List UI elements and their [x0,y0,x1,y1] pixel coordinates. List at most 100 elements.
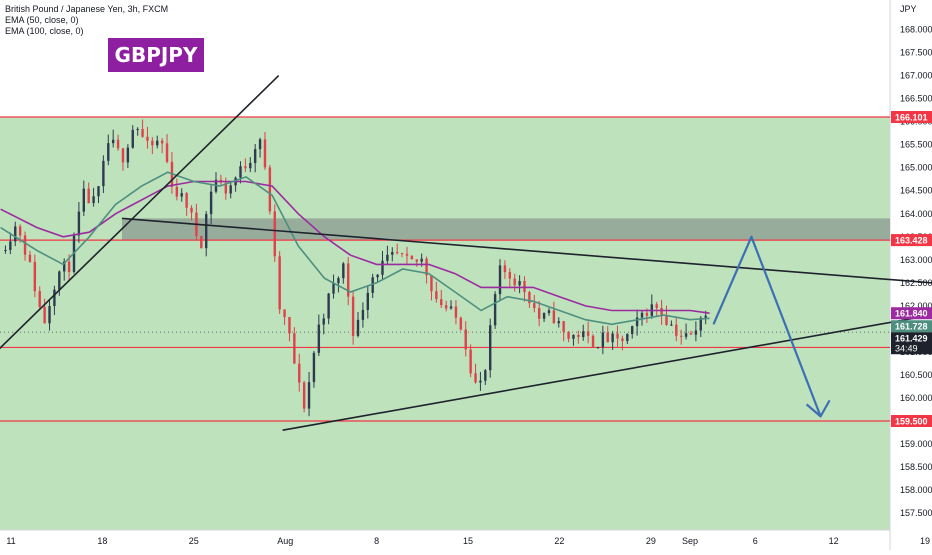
ema100-legend-label: EMA (100, close, 0) [5,26,84,36]
candle-body [356,319,360,336]
candle-body [185,193,188,208]
y-tick-label: 165.500 [900,140,932,150]
candle-body [307,382,311,409]
y-tick-label: 157.500 [900,508,932,518]
candle-body [435,291,438,300]
candle-body [493,294,497,326]
candle-body [675,324,678,336]
candle-body [209,191,213,215]
candle-body [288,317,291,334]
candle [77,202,81,243]
candle [689,330,693,335]
candle-body [190,207,193,213]
x-tick-label: 6 [753,536,758,546]
candle [381,250,384,281]
x-tick-label: 11 [6,536,15,546]
candle-body [131,129,134,148]
candle [268,165,272,215]
candle-body [582,331,585,338]
candle-body [523,281,526,293]
candle [425,256,428,284]
x-tick-label: 25 [189,536,199,546]
candle-body [33,261,37,292]
candle [53,285,56,316]
candle-body [469,349,472,374]
candle [160,138,164,154]
candle-body [479,380,482,383]
y-tick-label: 167.500 [900,48,932,58]
candle-body [239,166,242,178]
candle [337,276,340,293]
candle [58,270,61,296]
candle-body [400,253,404,255]
candle [141,119,144,138]
candle [386,245,389,265]
candle [508,268,512,287]
candle-body [165,143,169,162]
candle [23,231,27,261]
candle [165,134,169,164]
candle-body [200,235,203,249]
candle [366,285,370,319]
candle-body [278,256,281,310]
candle-body [312,352,316,383]
candle-body [572,334,575,339]
level-price-tag [891,415,932,427]
candle-body [391,251,394,255]
candle-body [454,306,458,318]
candle [190,205,193,221]
x-tick-label: 29 [646,536,656,546]
candle [498,259,502,300]
candle-body [229,185,232,194]
candle-body [503,265,507,273]
candle-body [552,310,556,324]
candle [278,251,281,314]
candle-body [63,261,66,272]
candle-body [464,329,467,350]
symbol-title: British Pound / Japanese Yen, 3h, FXCM [5,4,169,14]
candle [464,321,467,357]
candle-body [586,331,590,336]
candle [48,300,51,331]
candle-body [405,253,409,256]
candle [611,331,614,350]
y-tick-label: 160.500 [900,370,932,380]
candle-body [596,346,600,348]
candle-body [591,335,595,348]
candle [126,144,130,168]
candle [253,143,257,173]
ema100-line [0,180,710,314]
candle [121,147,125,171]
candle-body [611,333,614,343]
candle-body [371,277,374,293]
candle [151,137,154,155]
candle [591,334,595,349]
candle [87,182,90,204]
candle [356,312,360,338]
candle [631,325,634,339]
candle-body [298,363,301,383]
candle [293,327,296,364]
candle [116,134,120,151]
candle [361,302,365,328]
candle-body [679,335,683,337]
candle [469,344,472,378]
candle-body [440,299,443,306]
candle-body [327,293,330,319]
candle [474,363,477,384]
candle-body [23,235,27,255]
candle [136,127,139,136]
candle-body [97,186,100,197]
candle [655,301,658,318]
candle [582,324,585,341]
candle-body [347,263,350,297]
y-tick-label: 165.000 [900,163,932,173]
candle-body [224,182,227,194]
candle-body [684,333,688,337]
candle-body [415,259,418,262]
candle [376,273,379,283]
currency-label: JPY [900,4,917,14]
candle [302,380,306,413]
price-axis: JPY168.000167.500167.000166.500166.00016… [891,4,932,518]
